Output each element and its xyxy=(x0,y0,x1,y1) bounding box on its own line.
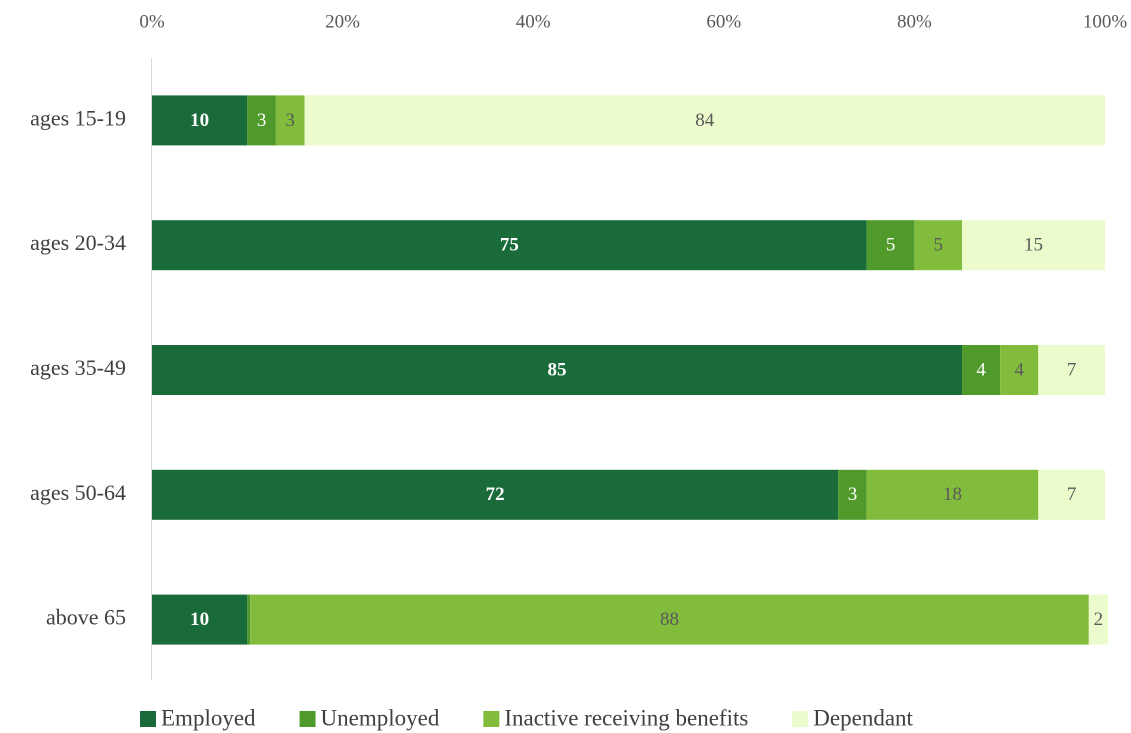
legend-label: Dependant xyxy=(813,705,913,730)
bar-segment xyxy=(152,469,839,520)
y-tick-label: ages 20-34 xyxy=(30,230,126,255)
data-label: 7 xyxy=(1067,484,1077,505)
data-label: 18 xyxy=(943,484,962,505)
data-label: 84 xyxy=(695,110,715,131)
data-label: 4 xyxy=(976,359,986,380)
bar-segment xyxy=(838,469,867,520)
data-label: 4 xyxy=(1014,359,1024,380)
legend-swatch xyxy=(140,711,156,727)
data-label: 5 xyxy=(933,235,943,256)
x-tick-label: 40% xyxy=(516,11,551,32)
data-label: 75 xyxy=(500,235,519,256)
bar-segment xyxy=(152,594,248,645)
x-tick-label: 60% xyxy=(706,11,741,32)
y-tick-label: ages 35-49 xyxy=(30,355,126,380)
bar-segment xyxy=(866,220,915,271)
bar-segment xyxy=(247,95,276,146)
legend-swatch xyxy=(483,711,500,727)
bar-segment xyxy=(962,220,1105,271)
x-tick-label: 100% xyxy=(1083,11,1128,32)
data-label: 2 xyxy=(1094,609,1104,630)
bar-segment xyxy=(250,594,1089,645)
x-tick-label: 20% xyxy=(325,11,360,32)
data-label: 88 xyxy=(660,609,679,630)
legend-label: Employed xyxy=(161,705,256,730)
bar-segment xyxy=(152,345,963,395)
data-label: 3 xyxy=(848,484,858,505)
bar-segment xyxy=(866,469,1039,520)
bar-segment xyxy=(1000,345,1039,395)
data-label: 10 xyxy=(190,110,209,131)
x-tick-label: 0% xyxy=(139,11,165,32)
bar-segment xyxy=(247,594,251,645)
bar-segment xyxy=(152,220,867,271)
y-tick-label: ages 15-19 xyxy=(30,105,126,130)
bar-segment xyxy=(1038,469,1105,520)
y-tick-label: above 65 xyxy=(46,605,126,630)
bar-segment xyxy=(275,95,305,146)
data-label: 7 xyxy=(1067,359,1077,380)
legend-label: Unemployed xyxy=(321,705,440,730)
bar-segment xyxy=(962,345,1001,395)
data-label: 15 xyxy=(1024,235,1043,256)
data-label: 3 xyxy=(257,110,267,131)
bar-segment xyxy=(914,220,963,271)
y-tick-label: ages 50-64 xyxy=(30,480,126,505)
bar-segment xyxy=(152,95,248,146)
legend-swatch xyxy=(299,711,316,727)
bar-segment xyxy=(1088,594,1108,645)
data-label: 85 xyxy=(548,359,567,380)
data-label: 72 xyxy=(486,484,505,505)
legend-label: Inactive receiving benefits xyxy=(504,705,748,730)
data-label: 5 xyxy=(886,235,896,256)
legend-swatch xyxy=(792,711,809,727)
data-label: 10 xyxy=(190,609,209,630)
x-tick-label: 80% xyxy=(897,11,932,32)
bar-segment xyxy=(304,95,1106,146)
data-label: 3 xyxy=(285,110,295,131)
bar-segment xyxy=(1038,345,1105,395)
